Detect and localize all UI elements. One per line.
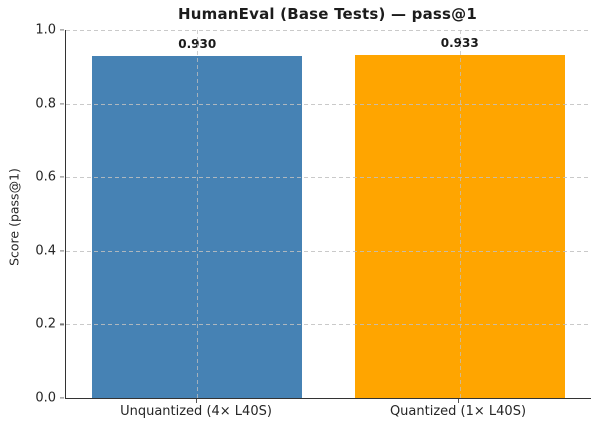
- y-tick-label: 0.8: [35, 96, 56, 112]
- y-tick-mark: [60, 176, 64, 178]
- bar-group-quantized: 0.933: [354, 30, 565, 398]
- x-tick-mark: [458, 399, 460, 403]
- x-tick-label-quantized: Quantized (1× L40S): [389, 404, 527, 419]
- plot-area: 0.930 0.933: [65, 30, 591, 399]
- y-tick-label: 0.2: [35, 316, 56, 332]
- y-tick-label: 0.0: [35, 390, 56, 406]
- y-tick-mark: [60, 29, 64, 31]
- x-tick-mark: [196, 399, 198, 403]
- bar-value-label: 0.930: [178, 36, 217, 51]
- y-tick-mark: [60, 323, 64, 325]
- y-tick-mark: [60, 397, 64, 399]
- bar-unquantized: [92, 55, 303, 398]
- y-tick-mark: [60, 103, 64, 105]
- bar-quantized: [354, 54, 565, 398]
- x-tick-label-unquantized: Unquantized (4× L40S): [120, 404, 272, 419]
- chart-title: HumanEval (Base Tests) — pass@1: [177, 5, 477, 23]
- y-tick-label: 0.6: [35, 169, 56, 185]
- y-tick-label: 0.4: [35, 243, 56, 259]
- y-tick-mark: [60, 250, 64, 252]
- bar-value-label: 0.933: [440, 35, 479, 50]
- bar-group-unquantized: 0.930: [92, 30, 303, 398]
- y-tick-label: 1.0: [35, 22, 56, 38]
